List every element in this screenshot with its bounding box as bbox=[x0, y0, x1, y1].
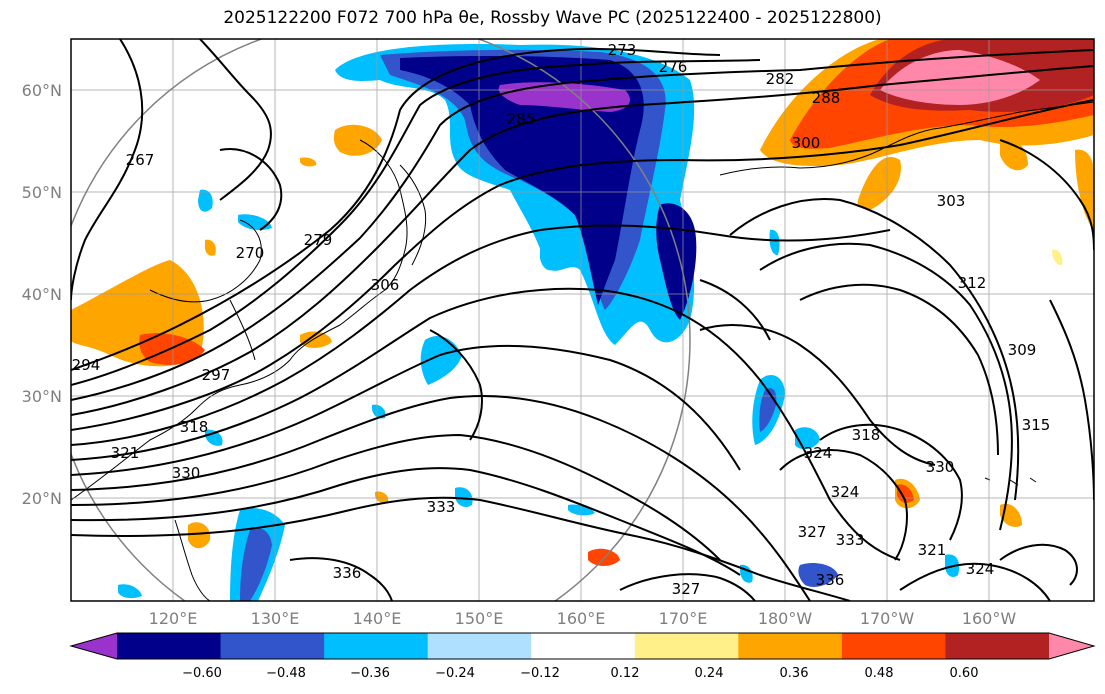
lon-label: 160°E bbox=[557, 609, 606, 628]
colorbar-tick-label: 0.36 bbox=[780, 666, 809, 681]
contour-label: 333 bbox=[427, 498, 456, 516]
colorbar-tick-label: 0.48 bbox=[865, 666, 894, 681]
colorbar-tick-label: −0.24 bbox=[435, 666, 475, 681]
lon-label: 170°W bbox=[860, 609, 915, 628]
colorbar-labels: −0.60 −0.48 −0.36 −0.24 −0.12 0.12 0.24 … bbox=[182, 666, 978, 681]
contour-label: 309 bbox=[1008, 341, 1037, 359]
contour-label: 333 bbox=[836, 531, 865, 549]
contour-label: 270 bbox=[236, 244, 265, 262]
lon-label: 160°W bbox=[962, 609, 1017, 628]
contour-label: 267 bbox=[126, 151, 155, 169]
map-border bbox=[70, 38, 1095, 602]
contour-labels: 273 276 282 288 300 303 267 270 279 285 … bbox=[72, 41, 1051, 598]
contour-label: 282 bbox=[766, 70, 795, 88]
contour-label: 330 bbox=[926, 458, 955, 476]
contour-label: 336 bbox=[333, 564, 362, 582]
colorbar-extend-high bbox=[1049, 633, 1094, 659]
contour-label: 324 bbox=[966, 560, 995, 578]
lat-label: 40°N bbox=[22, 285, 62, 304]
colorbar-outline bbox=[69, 632, 1096, 660]
contour-label: 324 bbox=[804, 444, 833, 462]
colorbar-segment bbox=[427, 633, 532, 659]
contour-label: 318 bbox=[180, 418, 209, 436]
contour-label: 288 bbox=[812, 89, 841, 107]
contour-label: 336 bbox=[816, 571, 845, 589]
reference-circle bbox=[71, 39, 691, 601]
contour-label: 279 bbox=[304, 231, 333, 249]
colorbar-tick-label: −0.48 bbox=[266, 666, 306, 681]
colorbar-segment bbox=[531, 633, 636, 659]
colorbar-tick-label: −0.12 bbox=[520, 666, 560, 681]
negative-anomaly-shading bbox=[118, 44, 960, 601]
lat-label: 60°N bbox=[22, 81, 62, 100]
colorbar-extend-low bbox=[71, 633, 117, 659]
lon-label: 180°W bbox=[758, 609, 813, 628]
lat-label: 20°N bbox=[22, 489, 62, 508]
contour-label: 303 bbox=[937, 192, 966, 210]
lon-label: 140°E bbox=[353, 609, 402, 628]
lon-label: 130°E bbox=[251, 609, 300, 628]
contour-label: 276 bbox=[659, 58, 688, 76]
graticule bbox=[71, 39, 1094, 601]
colorbar-segment bbox=[945, 633, 1050, 659]
contour-label: 312 bbox=[958, 274, 987, 292]
lon-label: 170°E bbox=[659, 609, 708, 628]
colorbar-segment bbox=[324, 633, 429, 659]
contour-label: 306 bbox=[371, 276, 400, 294]
colorbar-segments bbox=[69, 632, 1096, 660]
contour-label: 321 bbox=[918, 541, 947, 559]
latitude-labels: 60°N 50°N 40°N 30°N 20°N bbox=[22, 81, 62, 508]
lat-label: 50°N bbox=[22, 183, 62, 202]
lat-label: 30°N bbox=[22, 387, 62, 406]
contour-label: 294 bbox=[72, 356, 101, 374]
colorbar-segment bbox=[117, 633, 222, 659]
colorbar-segment bbox=[841, 633, 946, 659]
contour-label: 327 bbox=[798, 523, 827, 541]
contour-label: 321 bbox=[111, 444, 140, 462]
lon-label: 120°E bbox=[149, 609, 198, 628]
map-title: 2025122200 F072 700 hPa θe, Rossby Wave … bbox=[223, 8, 882, 28]
contour-label: 285 bbox=[507, 110, 536, 128]
contour-label: 324 bbox=[831, 483, 860, 501]
colorbar-tick-label: 0.12 bbox=[611, 666, 640, 681]
contour-label: 330 bbox=[172, 464, 201, 482]
contour-label: 273 bbox=[608, 41, 637, 59]
colorbar-segment bbox=[738, 633, 843, 659]
contour-label: 300 bbox=[792, 134, 821, 152]
colorbar-tick-label: −0.60 bbox=[182, 666, 222, 681]
contour-label: 327 bbox=[672, 580, 701, 598]
colorbar-segment bbox=[220, 633, 325, 659]
longitude-labels: 120°E 130°E 140°E 150°E 160°E 170°E 180°… bbox=[149, 609, 1017, 628]
contour-label: 297 bbox=[202, 366, 231, 384]
colorbar-tick-label: 0.60 bbox=[950, 666, 979, 681]
colorbar-tick-label: −0.36 bbox=[350, 666, 390, 681]
lon-label: 150°E bbox=[455, 609, 504, 628]
colorbar: −0.60 −0.48 −0.36 −0.24 −0.12 0.12 0.24 … bbox=[69, 632, 1096, 681]
contour-label: 318 bbox=[852, 426, 881, 444]
colorbar-segment bbox=[634, 633, 739, 659]
theta-e-contours bbox=[71, 39, 1094, 601]
coastlines bbox=[71, 101, 1094, 601]
positive-anomaly-shading bbox=[71, 39, 1094, 566]
colorbar-tick-label: 0.24 bbox=[695, 666, 724, 681]
contour-label: 315 bbox=[1022, 416, 1051, 434]
